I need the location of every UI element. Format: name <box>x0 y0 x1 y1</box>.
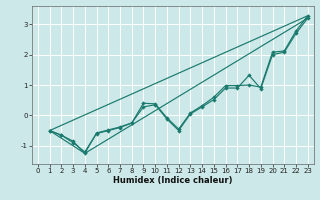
X-axis label: Humidex (Indice chaleur): Humidex (Indice chaleur) <box>113 176 233 185</box>
